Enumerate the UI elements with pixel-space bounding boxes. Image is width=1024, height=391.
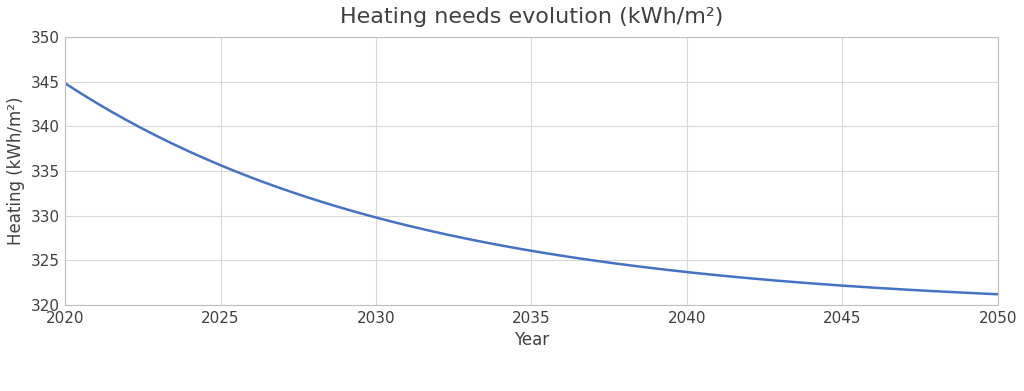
Heating needs (kWh/m²) — [470, 238, 482, 243]
Y-axis label: Heating (kWh/m²): Heating (kWh/m²) — [7, 97, 25, 245]
Heating needs (kWh/m²) — [699, 272, 712, 276]
Heating needs (kWh/m²) — [991, 292, 1004, 297]
Heating needs (kWh/m²) — [436, 231, 449, 236]
Heating needs (kWh/m²) — [803, 281, 815, 285]
Heating needs (kWh/m²) — [155, 135, 167, 140]
Heating needs (kWh/m²) — [786, 280, 799, 284]
X-axis label: Year: Year — [514, 331, 549, 349]
Heating needs (kWh/m²) — [59, 81, 72, 86]
Line: Heating needs (kWh/m²): Heating needs (kWh/m²) — [66, 83, 997, 294]
Title: Heating needs evolution (kWh/m²): Heating needs evolution (kWh/m²) — [340, 7, 723, 27]
Legend: Heating needs (kWh/m²): Heating needs (kWh/m²) — [411, 388, 653, 391]
